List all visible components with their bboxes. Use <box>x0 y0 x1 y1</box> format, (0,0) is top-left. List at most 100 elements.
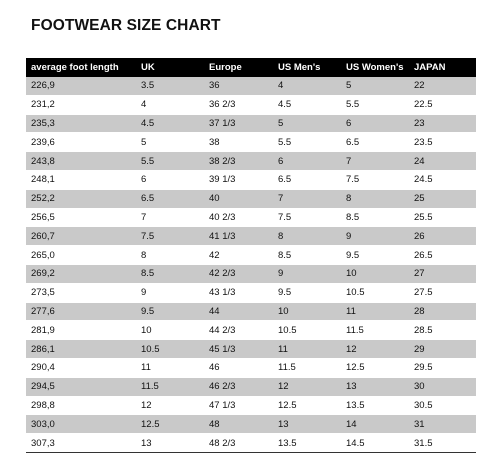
uk-cell: 11 <box>136 358 204 378</box>
us-mens-cell: 12.5 <box>273 396 341 416</box>
us-womens-cell: 9.5 <box>341 245 409 265</box>
uk-cell: 4 <box>136 95 204 115</box>
europe-cell: 45 1/3 <box>204 339 273 359</box>
europe-cell: 36 <box>204 77 273 96</box>
japan-cell: 26 <box>409 226 476 247</box>
japan-cell: 30 <box>409 377 476 397</box>
foot-length-cell: 252,2 <box>26 189 136 209</box>
japan-cell: 27.5 <box>409 283 476 303</box>
uk-cell: 11.5 <box>136 377 204 397</box>
uk-cell: 3.5 <box>136 77 204 96</box>
us-womens-cell: 11 <box>341 302 409 322</box>
foot-length-cell: 226,9 <box>26 77 136 96</box>
us-mens-cell: 12 <box>273 377 341 397</box>
us-mens-cell: 11 <box>273 339 341 359</box>
japan-cell: 25.5 <box>409 208 476 228</box>
table-row: 235,3 4.5 37 1/3 5 6 23 <box>26 114 476 134</box>
japan-cell: 27 <box>409 264 476 284</box>
us-womens-cell: 6 <box>341 114 409 134</box>
table-row: 231,2 4 36 2/3 4.5 5.5 22.5 <box>26 95 476 115</box>
us-mens-cell: 4.5 <box>273 95 341 115</box>
us-mens-cell: 10 <box>273 302 341 322</box>
foot-length-cell: 286,1 <box>26 339 136 359</box>
table-row: 239,6 5 38 5.5 6.5 23.5 <box>26 132 476 153</box>
us-mens-cell: 4 <box>273 77 341 96</box>
europe-cell: 44 2/3 <box>204 320 273 341</box>
header-us-womens: US Women's <box>341 58 409 77</box>
us-womens-cell: 10 <box>341 264 409 284</box>
foot-length-cell: 273,5 <box>26 283 136 303</box>
uk-cell: 12.5 <box>136 414 204 435</box>
us-mens-cell: 9 <box>273 264 341 284</box>
table-row: 248,1 6 39 1/3 6.5 7.5 24.5 <box>26 170 476 190</box>
uk-cell: 7.5 <box>136 226 204 247</box>
table-row: 290,4 11 46 11.5 12.5 29.5 <box>26 358 476 378</box>
header-foot-length: average foot length <box>26 58 136 77</box>
foot-length-cell: 290,4 <box>26 358 136 378</box>
table-row: 226,9 3.5 36 4 5 22 <box>26 77 476 96</box>
europe-cell: 38 <box>204 132 273 153</box>
uk-cell: 8 <box>136 245 204 265</box>
europe-cell: 42 <box>204 245 273 265</box>
us-womens-cell: 6.5 <box>341 132 409 153</box>
europe-cell: 40 <box>204 189 273 209</box>
europe-cell: 44 <box>204 302 273 322</box>
us-womens-cell: 14.5 <box>341 433 409 453</box>
europe-cell: 42 2/3 <box>204 264 273 284</box>
table-row: 252,2 6.5 40 7 8 25 <box>26 189 476 209</box>
uk-cell: 8.5 <box>136 264 204 284</box>
table-row: 307,3 13 48 2/3 13.5 14.5 31.5 <box>26 433 476 453</box>
europe-cell: 37 1/3 <box>204 114 273 134</box>
japan-cell: 26.5 <box>409 245 476 265</box>
us-mens-cell: 7 <box>273 189 341 209</box>
uk-cell: 6 <box>136 170 204 190</box>
table-row: 286,1 10.5 45 1/3 11 12 29 <box>26 339 476 359</box>
table-row: 298,8 12 47 1/3 12.5 13.5 30.5 <box>26 396 476 416</box>
uk-cell: 12 <box>136 396 204 416</box>
us-mens-cell: 8.5 <box>273 245 341 265</box>
japan-cell: 29 <box>409 339 476 359</box>
us-womens-cell: 7 <box>341 151 409 171</box>
foot-length-cell: 298,8 <box>26 396 136 416</box>
us-mens-cell: 5.5 <box>273 132 341 153</box>
foot-length-cell: 235,3 <box>26 114 136 134</box>
japan-cell: 31.5 <box>409 433 476 453</box>
table-row: 260,7 7.5 41 1/3 8 9 26 <box>26 226 476 247</box>
header-japan: JAPAN <box>409 58 476 77</box>
table-row: 265,0 8 42 8.5 9.5 26.5 <box>26 245 476 265</box>
uk-cell: 4.5 <box>136 114 204 134</box>
japan-cell: 25 <box>409 189 476 209</box>
europe-cell: 48 2/3 <box>204 433 273 453</box>
foot-length-cell: 265,0 <box>26 245 136 265</box>
uk-cell: 5.5 <box>136 151 204 171</box>
foot-length-cell: 243,8 <box>26 151 136 171</box>
uk-cell: 9 <box>136 283 204 303</box>
us-womens-cell: 13 <box>341 377 409 397</box>
table-row: 269,2 8.5 42 2/3 9 10 27 <box>26 264 476 284</box>
uk-cell: 13 <box>136 433 204 453</box>
table-body: 226,9 3.5 36 4 5 22 231,2 4 36 2/3 4.5 5.5 22.5 235,… <box>26 77 476 453</box>
us-mens-cell: 11.5 <box>273 358 341 378</box>
uk-cell: 10.5 <box>136 339 204 359</box>
europe-cell: 46 2/3 <box>204 377 273 397</box>
us-womens-cell: 9 <box>341 226 409 247</box>
foot-length-cell: 256,5 <box>26 208 136 228</box>
japan-cell: 28.5 <box>409 320 476 341</box>
table-row: 303,0 12.5 48 13 14 31 <box>26 414 476 435</box>
us-womens-cell: 11.5 <box>341 320 409 341</box>
header-europe: Europe <box>204 58 273 77</box>
foot-length-cell: 231,2 <box>26 95 136 115</box>
foot-length-cell: 277,6 <box>26 302 136 322</box>
europe-cell: 41 1/3 <box>204 226 273 247</box>
uk-cell: 9.5 <box>136 302 204 322</box>
europe-cell: 48 <box>204 414 273 435</box>
header-us-mens: US Men's <box>273 58 341 77</box>
size-chart-table: average foot length UK Europe US Men's U… <box>26 58 476 453</box>
japan-cell: 23 <box>409 114 476 134</box>
table-row: 273,5 9 43 1/3 9.5 10.5 27.5 <box>26 283 476 303</box>
us-womens-cell: 13.5 <box>341 396 409 416</box>
us-mens-cell: 9.5 <box>273 283 341 303</box>
table-row: 281,9 10 44 2/3 10.5 11.5 28.5 <box>26 320 476 341</box>
foot-length-cell: 303,0 <box>26 414 136 435</box>
japan-cell: 22.5 <box>409 95 476 115</box>
